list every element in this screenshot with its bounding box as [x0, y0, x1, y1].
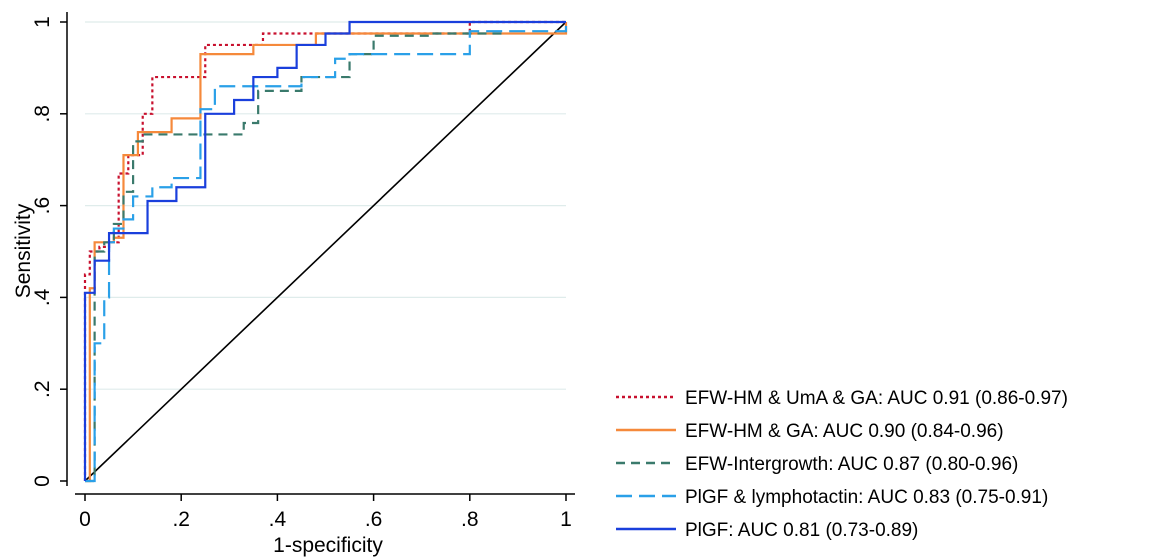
series-line-5 [83, 20, 566, 481]
y-tick-label: 1 [31, 16, 54, 28]
plot-area [83, 20, 568, 483]
y-tick-label: .6 [31, 197, 54, 215]
x-tick-label: 1 [560, 508, 572, 531]
reference-diagonal-line [84, 21, 567, 482]
y-tick-label: 0 [31, 475, 54, 487]
x-tick-label: .8 [461, 508, 479, 531]
legend: EFW-HM & UmA & GA: AUC 0.91 (0.86-0.97) E… [616, 388, 1068, 541]
legend-label-2: EFW-HM & GA: AUC 0.90 (0.84-0.96) [685, 421, 1004, 442]
x-tick-label: .4 [269, 508, 287, 531]
y-axis-title: Sensitivity [12, 203, 35, 298]
series-line-2 [85, 22, 568, 483]
series-line-3 [85, 31, 505, 483]
legend-label-3: EFW-Intergrowth: AUC 0.87 (0.80-0.96) [685, 454, 1018, 475]
x-tick-label: .6 [365, 508, 383, 531]
axes [66, 12, 575, 495]
y-tick-label: .2 [31, 380, 54, 398]
x-axis-title: 1-specificity [273, 534, 383, 557]
legend-label-1: EFW-HM & UmA & GA: AUC 0.91 (0.86-0.97) [685, 388, 1068, 409]
y-tick-label: .4 [31, 288, 54, 306]
legend-label-4: PlGF & lymphotactin: AUC 0.83 (0.75-0.91… [685, 487, 1048, 508]
legend-label-5: PlGF: AUC 0.81 (0.73-0.89) [685, 520, 918, 541]
ticks: 0 .2 .4 .6 .8 1 0 .2 .4 .6 .8 1 [31, 16, 572, 531]
y-tick-label: .8 [31, 105, 54, 123]
x-tick-label: .2 [172, 508, 190, 531]
grid-lines [85, 21, 566, 390]
x-tick-label: 0 [79, 508, 91, 531]
